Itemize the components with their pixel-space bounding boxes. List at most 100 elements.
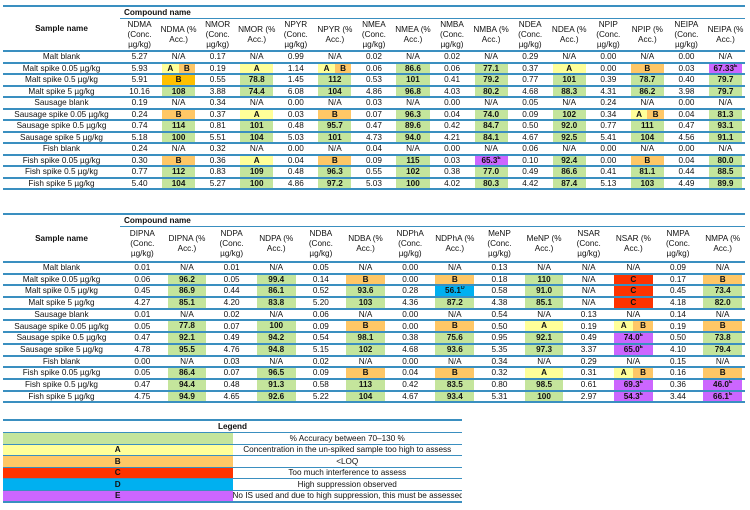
value-cell: 4.86: [276, 177, 316, 190]
value-cell: N/A: [611, 355, 656, 369]
value-cell: 0.00: [387, 308, 433, 322]
accuracy-cell: 91.1: [705, 131, 745, 144]
sample-name: Malt blank: [3, 51, 120, 64]
column-header: NPIP (% Acc.): [627, 18, 667, 52]
accuracy-value: 91.1: [717, 132, 734, 142]
value-cell: 4.31: [588, 85, 628, 98]
accuracy-value: 93.6: [357, 286, 374, 296]
value-cell: 0.02: [209, 308, 254, 322]
accuracy-value: 99.4: [268, 274, 285, 284]
accuracy-value: 100: [537, 391, 551, 401]
value-cell: 4.73: [354, 131, 394, 144]
accuracy-cell: 67.33E: [705, 62, 745, 75]
accuracy-cell: 80.0: [705, 154, 745, 167]
accuracy-cell: 111: [627, 120, 667, 133]
value-cell: 0.15: [655, 355, 701, 369]
accuracy-value: 101: [328, 132, 342, 142]
value-cell: 0.47: [120, 378, 165, 392]
value-cell: 0.13: [477, 262, 522, 275]
footnote-marker: E: [734, 62, 738, 69]
value-cell: N/A: [343, 262, 388, 275]
accuracy-value: 86.1: [268, 286, 285, 296]
accuracy-cell: 85.1: [164, 297, 210, 310]
value-cell: 1.14: [276, 62, 316, 75]
column-header: NDPhA (Conc. µg/kg): [387, 226, 433, 263]
footnote-marker: E: [639, 378, 643, 385]
value-cell: 0.36: [198, 154, 238, 167]
accuracy-value: 69.3: [623, 379, 640, 389]
value-cell: 0.48: [276, 120, 316, 133]
value-cell: 0.03: [666, 62, 706, 75]
column-header: NDEA (% Acc.): [549, 18, 589, 52]
accuracy-value: B: [362, 274, 369, 284]
accuracy-cell: 87.4: [549, 177, 589, 190]
accuracy-value: 98.1: [357, 333, 374, 343]
accuracy-value: 77.0: [483, 167, 500, 176]
accuracy-cell: 101: [315, 131, 355, 144]
accuracy-value: 94.9: [178, 391, 195, 401]
accuracy-cell: 110: [521, 273, 567, 287]
accuracy-value: 96.2: [178, 274, 195, 284]
value-cell: N/A: [159, 97, 199, 110]
sample-name: Sausage blank: [3, 97, 120, 110]
accuracy-cell: 65.3E: [471, 154, 511, 167]
accuracy-value: 96.5: [268, 368, 285, 378]
accuracy-value: 89.6: [405, 121, 421, 130]
accuracy-value: 103: [640, 178, 655, 188]
accuracy-cell: B: [343, 320, 388, 334]
accuracy-value: 74.4: [248, 86, 265, 96]
accuracy-value: 75.6: [446, 333, 463, 343]
table-row: Sausage blank 0.01 N/A 0.02 N/A 0.06 N/A 0.00 N/…: [3, 308, 745, 322]
value-cell: 0.19: [198, 62, 238, 75]
accuracy-value: 104: [640, 132, 655, 142]
accuracy-value: 101: [249, 121, 264, 130]
accuracy-cell: 96.8: [393, 85, 433, 98]
accuracy-cell: B: [343, 367, 388, 380]
value-cell: 0.06: [510, 143, 550, 156]
value-cell: 0.00: [588, 143, 628, 156]
value-cell: 0.04: [666, 108, 706, 121]
accuracy-value: 65.0: [623, 344, 640, 354]
column-header: NDMA (% Acc.): [159, 18, 199, 52]
accuracy-value: B: [362, 368, 369, 378]
value-cell: 3.98: [666, 85, 706, 98]
value-cell: 0.19: [566, 320, 612, 334]
legend-table: Legend% Accuracy between 70–130 % A Concen…: [3, 419, 462, 503]
column-header: NDPhA (% Acc.): [432, 226, 478, 263]
table-row: Sausage spike 5 µg/kg 5.18 100 5.51 104 5.03 1…: [3, 131, 745, 144]
accuracy-cell: 73.4: [700, 285, 745, 299]
value-cell: 0.06: [120, 273, 165, 287]
value-cell: 0.13: [566, 308, 612, 322]
value-cell: 4.10: [655, 343, 701, 357]
results-table-2: Sample name Compound name DIPNA (Conc. µg/…: [3, 213, 745, 404]
accuracy-cell: B: [432, 273, 478, 287]
accuracy-cell: 101: [549, 74, 589, 87]
value-cell: 5.91: [120, 74, 160, 87]
sample-name: Sausage spike 5 µg/kg: [3, 131, 120, 144]
value-cell: 0.00: [432, 143, 472, 156]
value-cell: 0.49: [510, 166, 550, 179]
sample-name: Malt spike 0.05 µg/kg: [3, 62, 120, 75]
accuracy-cell: 92.0: [549, 120, 589, 133]
value-cell: N/A: [432, 308, 478, 322]
accuracy-cell: 104: [627, 131, 667, 144]
accuracy-cell: 112: [159, 166, 199, 179]
accuracy-cell: 103: [627, 177, 667, 190]
accuracy-value: B: [175, 109, 182, 119]
accuracy-value: 102: [562, 109, 577, 119]
value-cell: 0.38: [387, 332, 433, 345]
accuracy-cell: 93.6: [343, 285, 388, 299]
sample-name: Fish spike 5 µg/kg: [3, 390, 120, 404]
value-cell: 0.41: [432, 74, 472, 87]
accuracy-value: 80.3: [483, 178, 500, 188]
legend-swatch: E: [3, 490, 233, 503]
value-cell: 0.09: [655, 262, 701, 275]
accuracy-cell: 100: [521, 390, 567, 404]
value-cell: N/A: [471, 97, 511, 110]
value-cell: 0.00: [387, 355, 433, 369]
accuracy-value: 88.5: [717, 167, 734, 176]
accuracy-value: 95.5: [178, 344, 195, 354]
table-row: Malt spike 5 µg/kg 4.27 85.1 4.20 83.8 5.20 10…: [3, 297, 745, 310]
value-cell: 5.35: [477, 343, 522, 357]
status-a: A: [614, 321, 634, 331]
